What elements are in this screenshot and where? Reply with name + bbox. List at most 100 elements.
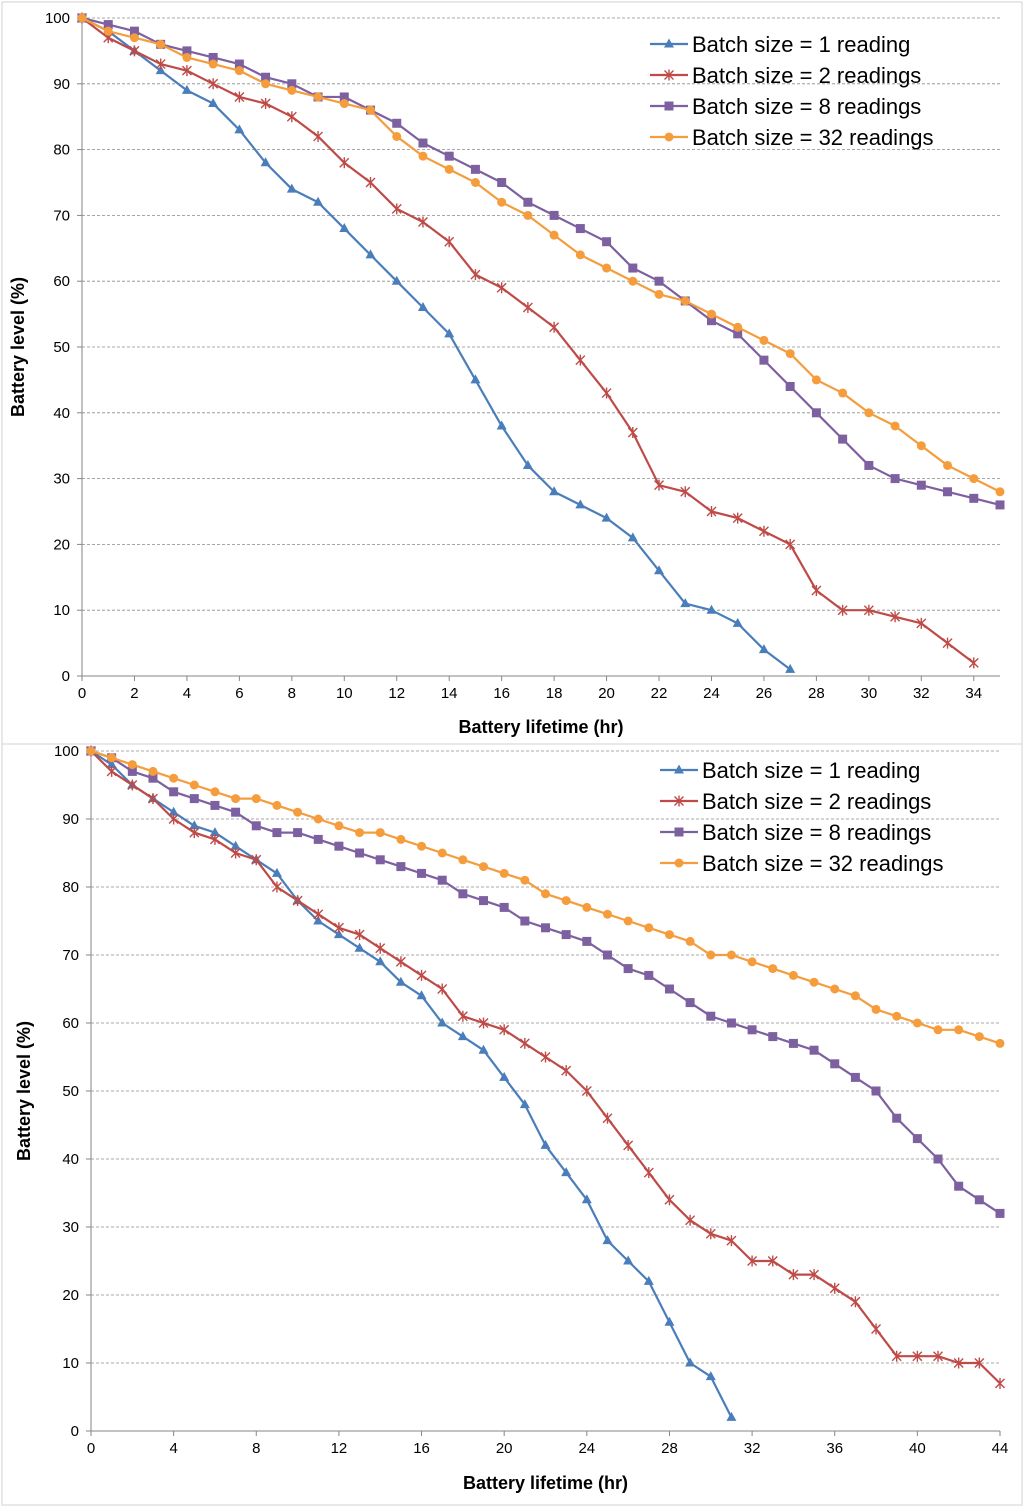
y-axis-title: Battery level (%) <box>14 1021 34 1161</box>
y-tick-label: 20 <box>62 1287 79 1304</box>
data-point <box>549 230 559 240</box>
data-point <box>366 105 376 115</box>
data-point <box>470 374 481 384</box>
data-point <box>829 1282 840 1294</box>
data-point <box>850 991 860 1001</box>
data-point <box>339 223 350 233</box>
data-point <box>147 793 158 805</box>
data-point <box>602 909 612 919</box>
x-tick-label: 16 <box>413 1440 430 1457</box>
x-tick-label: 4 <box>183 685 191 702</box>
data-point <box>785 349 795 359</box>
data-point <box>654 289 664 299</box>
data-point <box>417 302 428 312</box>
data-point <box>863 604 874 616</box>
legend-entry: Batch size = 2 readings <box>660 789 931 814</box>
data-point <box>916 441 926 451</box>
data-point <box>995 1038 1005 1048</box>
data-point <box>850 1072 860 1082</box>
data-point <box>392 131 402 141</box>
legend-marker-circle-icon <box>664 132 674 142</box>
data-point <box>251 854 262 866</box>
y-tick-label: 90 <box>62 811 79 828</box>
x-tick-label: 34 <box>965 685 982 702</box>
data-point <box>293 807 303 817</box>
data-point <box>623 1139 634 1151</box>
data-point <box>522 459 533 469</box>
data-point <box>168 806 179 816</box>
data-point <box>478 1017 489 1029</box>
data-point <box>479 862 489 872</box>
data-point <box>444 164 454 174</box>
data-point <box>974 1195 984 1205</box>
data-point <box>499 1071 510 1081</box>
data-point <box>891 1350 902 1362</box>
data-point <box>916 617 927 629</box>
data-point <box>785 538 796 550</box>
x-tick-label: 0 <box>78 685 86 702</box>
x-tick-label: 20 <box>496 1440 513 1457</box>
data-point <box>339 92 349 102</box>
data-point <box>457 1010 468 1022</box>
legend-marker-triangle-icon <box>674 764 684 774</box>
y-tick-label: 30 <box>62 1219 79 1236</box>
data-point <box>417 216 428 228</box>
data-point <box>470 269 481 281</box>
y-tick-label: 100 <box>45 10 70 27</box>
data-point <box>293 828 303 838</box>
data-point <box>644 970 654 980</box>
data-point <box>890 474 900 484</box>
data-point <box>933 1154 943 1164</box>
data-point <box>809 1045 819 1055</box>
data-point <box>838 388 848 398</box>
data-point <box>334 821 344 831</box>
data-point <box>685 1357 696 1367</box>
data-point <box>333 922 344 934</box>
x-tick-label: 16 <box>493 685 510 702</box>
chart-2: 0 10 20 30 40 50 60 70 80 90 100 0 4 8 12 16 20 24 28 32 36 4… <box>1 743 1023 1506</box>
y-axis-title: Battery level (%) <box>8 277 28 417</box>
data-point <box>365 177 376 188</box>
legend-label: Batch size = 32 readings <box>692 125 934 150</box>
legend-entry: Batch size = 2 readings <box>650 63 921 88</box>
data-point <box>375 956 386 966</box>
data-point <box>664 930 674 940</box>
data-point <box>478 1044 489 1054</box>
data-point <box>785 663 796 673</box>
data-point <box>182 52 192 62</box>
data-point <box>208 98 219 108</box>
data-point <box>522 302 533 314</box>
data-point <box>785 381 795 391</box>
data-point <box>974 1357 985 1369</box>
legend-label: Batch size = 8 readings <box>702 820 931 845</box>
data-point <box>355 848 365 858</box>
data-point <box>747 1025 757 1035</box>
data-point <box>969 493 979 503</box>
data-point <box>602 263 612 273</box>
data-point <box>169 773 179 783</box>
series-star <box>77 12 979 669</box>
data-point <box>685 1214 696 1226</box>
x-tick-label: 32 <box>913 685 930 702</box>
legend-marker-triangle-icon <box>664 38 674 48</box>
data-point <box>601 387 612 399</box>
data-point <box>416 969 427 981</box>
data-point <box>499 902 509 912</box>
data-point <box>189 827 200 839</box>
data-point <box>497 178 507 187</box>
data-point <box>519 1037 530 1049</box>
data-point <box>788 1038 798 1048</box>
data-point <box>581 1194 592 1204</box>
y-tick-label: 10 <box>53 602 70 619</box>
legend-label: Batch size = 2 readings <box>702 789 931 814</box>
data-point <box>395 976 406 986</box>
data-point <box>706 309 716 319</box>
x-tick-label: 24 <box>578 1440 595 1457</box>
data-point <box>437 848 447 858</box>
data-point <box>458 889 468 899</box>
x-tick-label: 20 <box>598 685 615 702</box>
data-point <box>759 335 769 345</box>
x-tick-label: 44 <box>992 1440 1009 1457</box>
data-point <box>758 525 769 537</box>
